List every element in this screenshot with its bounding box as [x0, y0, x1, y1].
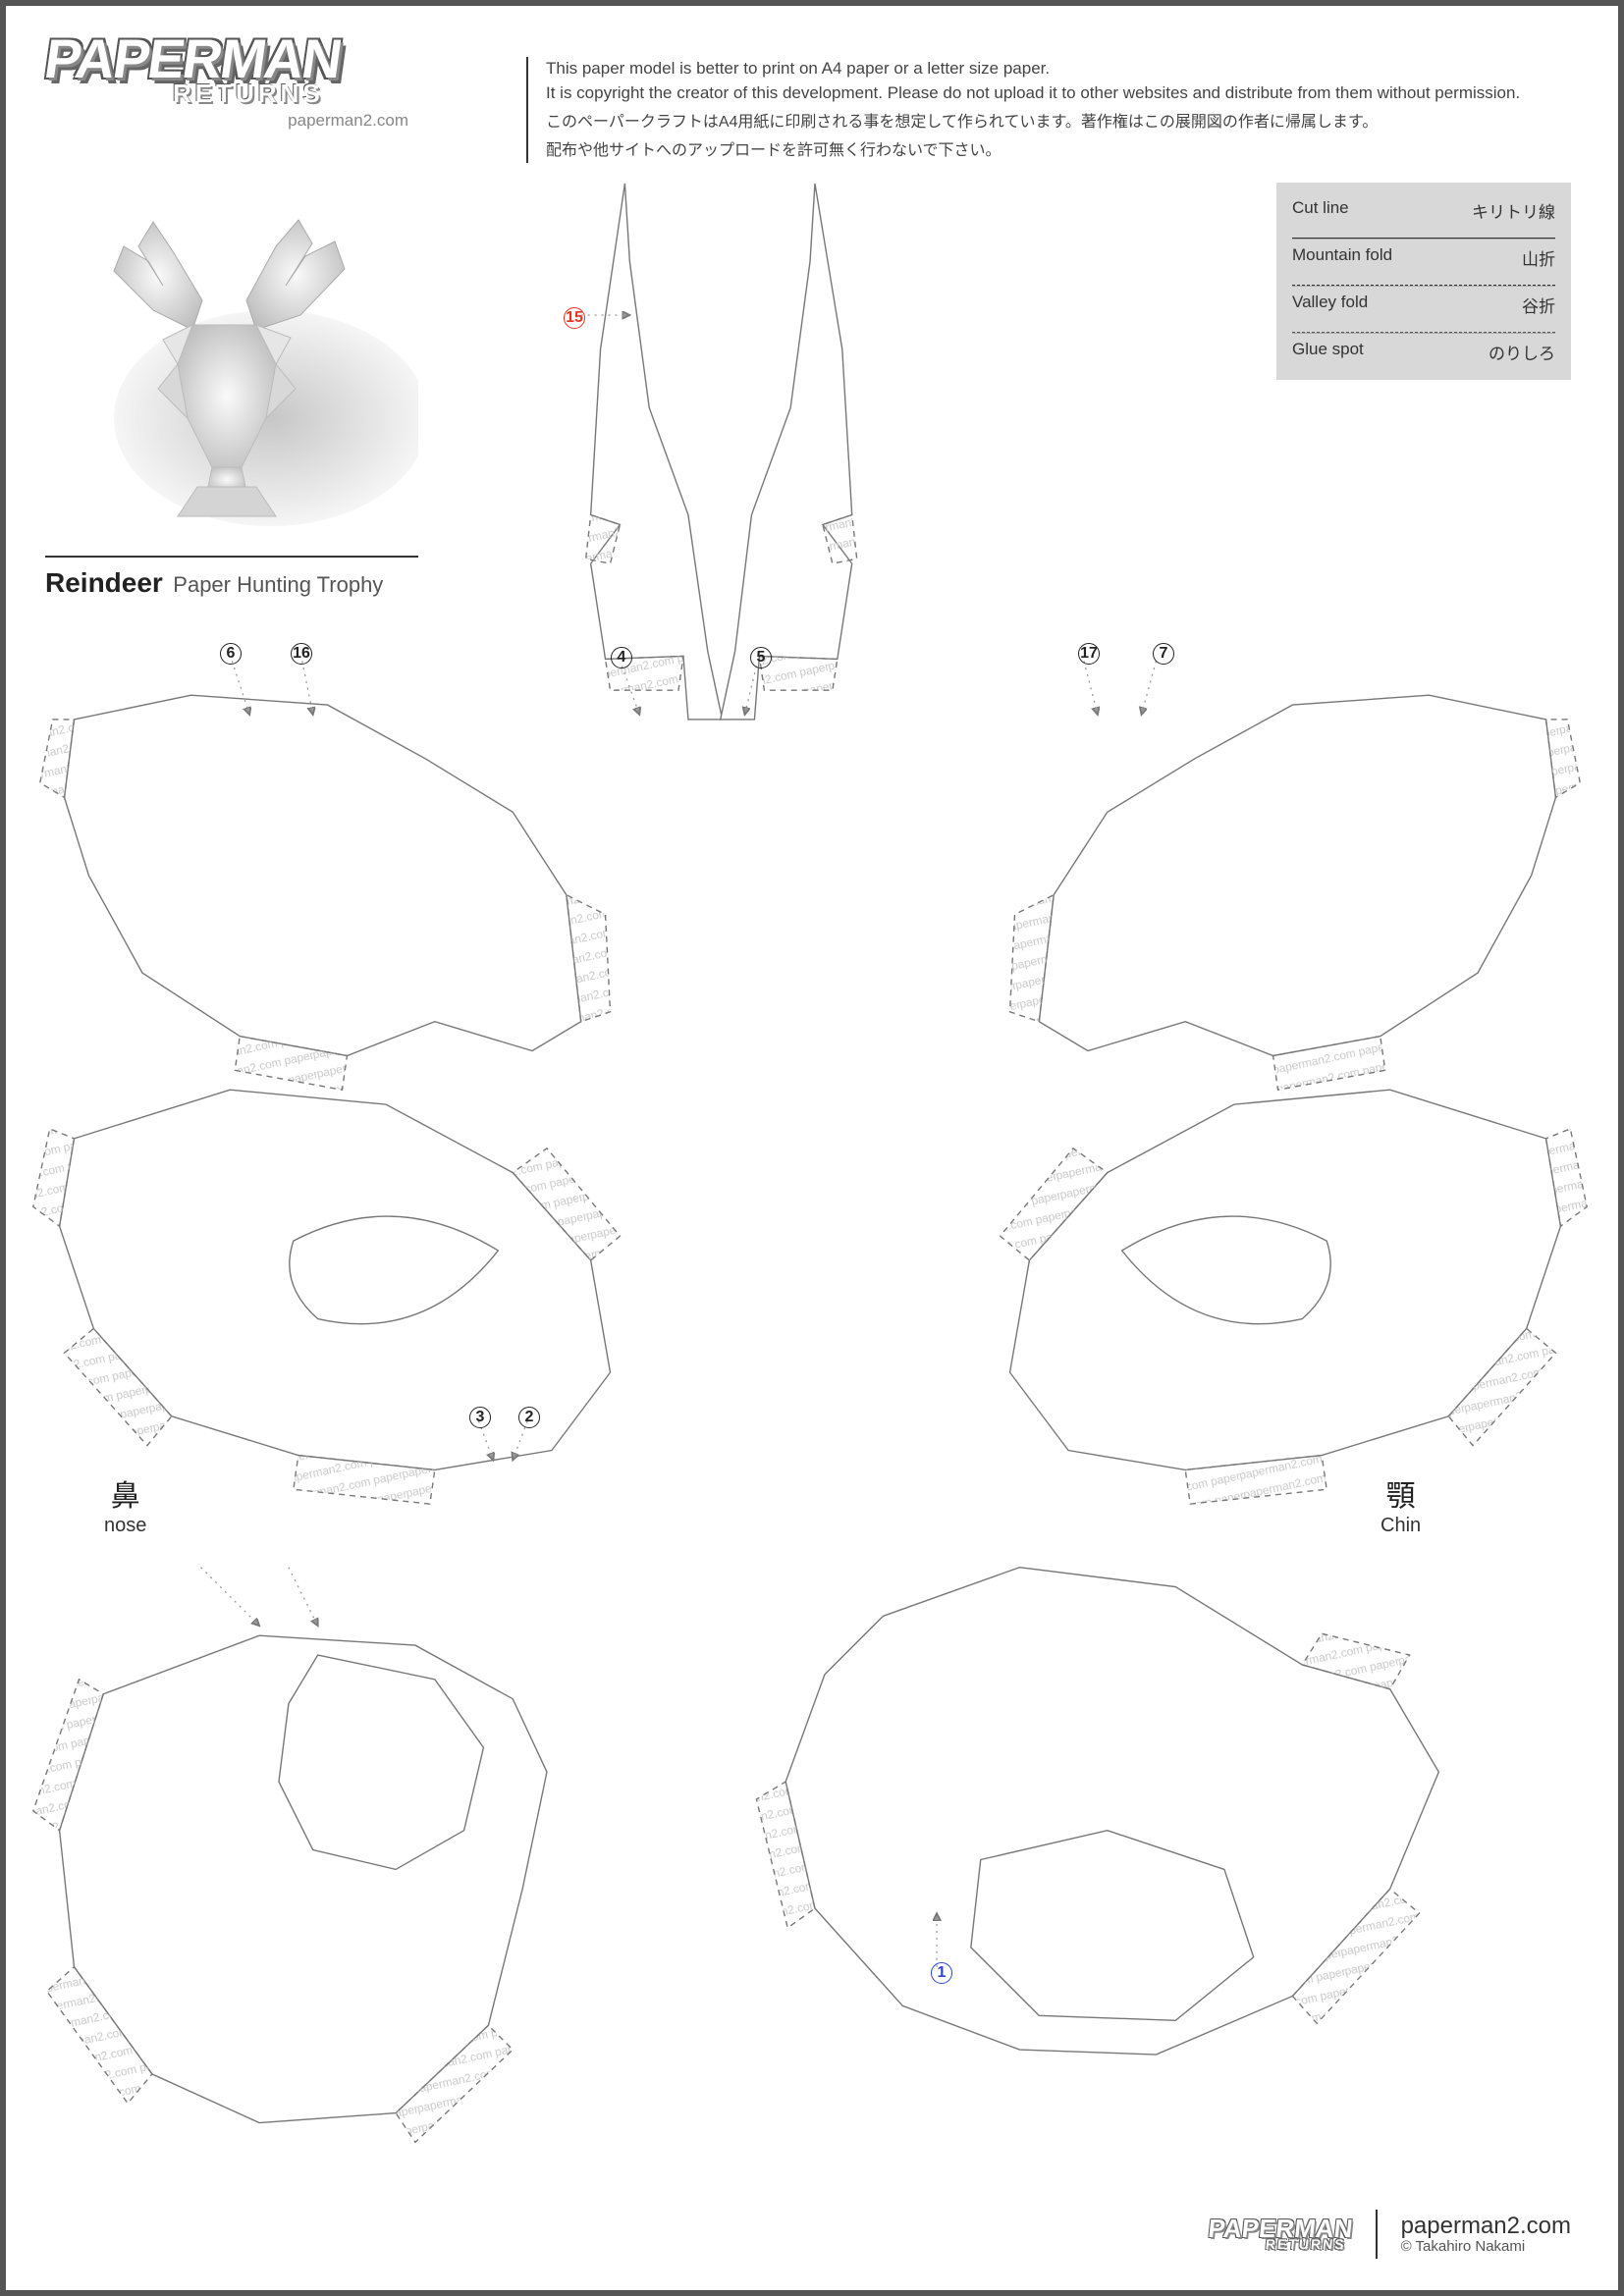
shape-neck-top: [591, 184, 723, 720]
marker-2: 2: [518, 1407, 540, 1428]
label-nose: 鼻 nose: [104, 1471, 146, 1537]
footer-logo: PAPERMAN RETURNS: [1206, 2218, 1353, 2250]
papercraft-net: paperman2.com paperm: [6, 173, 1618, 2202]
shape-neck-top-r: [721, 184, 852, 720]
shape-antler-right: [1039, 695, 1555, 1055]
brand-logo: PAPERMAN RETURNS paperman2.com: [45, 35, 408, 163]
page-footer: PAPERMAN RETURNS paperman2.com © Takahir…: [6, 2206, 1571, 2263]
footer-separator: [1376, 2210, 1378, 2259]
marker-6: 6: [220, 643, 242, 665]
logo-url: paperman2.com: [45, 111, 408, 131]
marker-7: 7: [1153, 643, 1174, 665]
notice-en1: This paper model is better to print on A…: [546, 57, 1597, 81]
footer-text: paperman2.com © Takahiro Nakami: [1401, 2214, 1571, 2256]
notice-en2: It is copyright the creator of this deve…: [546, 81, 1597, 106]
marker-1: 1: [931, 1962, 952, 1984]
notice-block: This paper model is better to print on A…: [526, 57, 1597, 163]
shape-antler-left: [65, 695, 581, 1055]
page-header: PAPERMAN RETURNS paperman2.com This pape…: [45, 35, 1579, 192]
marker-4: 4: [611, 647, 632, 668]
notice-jp1: このペーパークラフトはA4用紙に印刷される事を想定して作られています。著作権はこ…: [546, 111, 1597, 133]
logo-line1: PAPERMAN: [42, 35, 412, 82]
notice-jp2: 配布や他サイトへのアップロードを許可無く行わないで下さい。: [546, 139, 1597, 162]
marker-16: 16: [291, 643, 312, 665]
marker-5: 5: [750, 647, 772, 668]
label-chin: 顎 Chin: [1380, 1471, 1421, 1537]
marker-17: 17: [1078, 643, 1100, 665]
marker-15: 15: [564, 307, 585, 329]
marker-3: 3: [469, 1407, 491, 1428]
